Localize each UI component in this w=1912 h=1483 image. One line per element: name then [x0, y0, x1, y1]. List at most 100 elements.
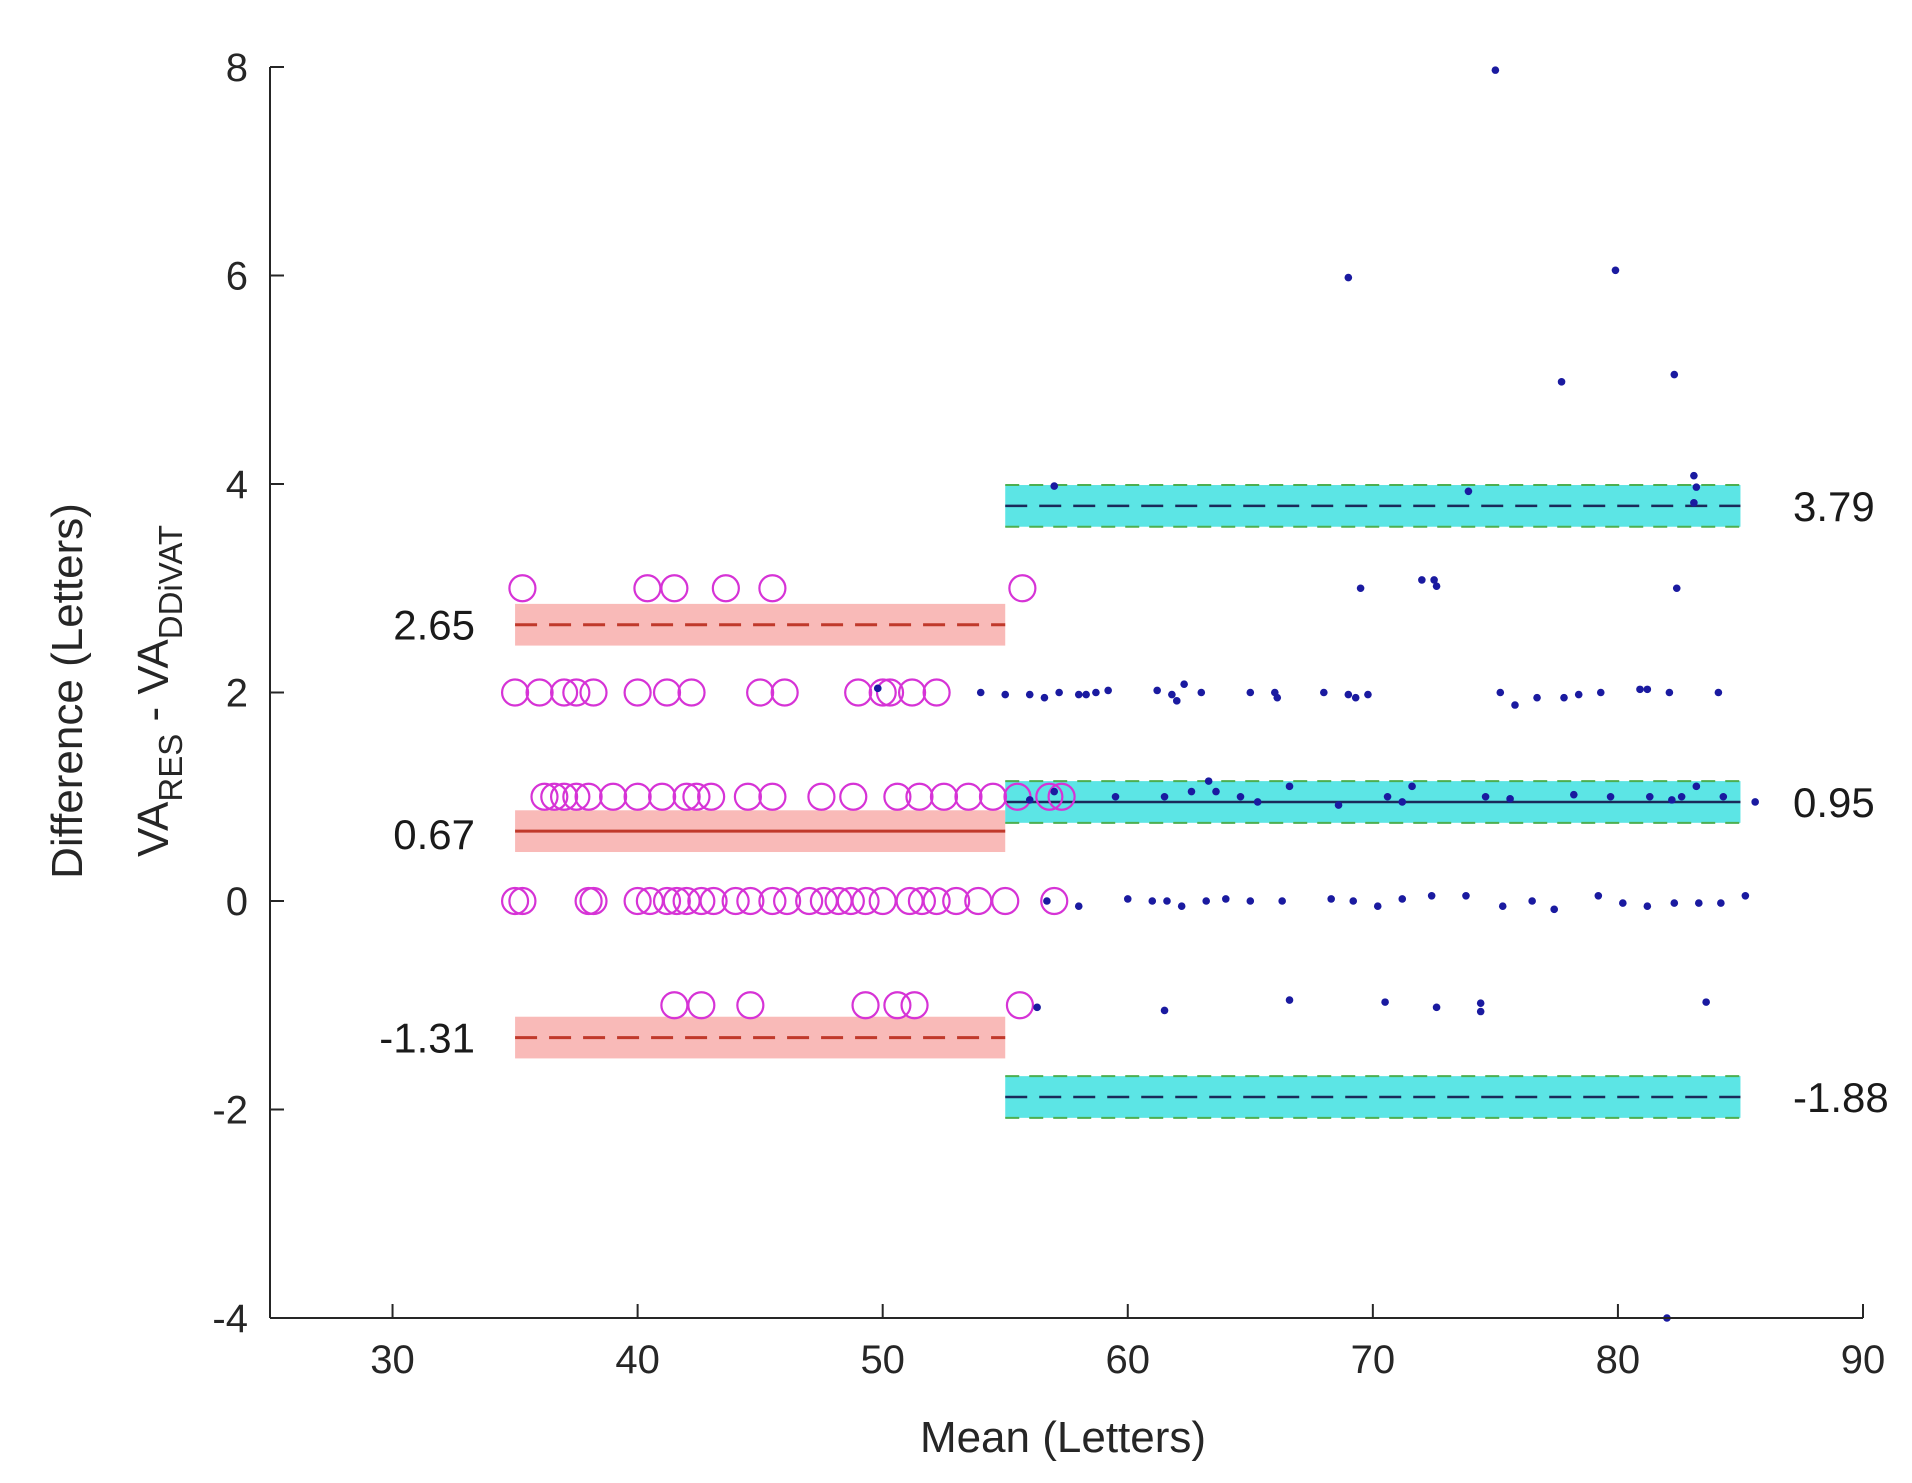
- high-group-point: [1351, 693, 1360, 702]
- high-mean-value-label: 0.95: [1793, 779, 1875, 826]
- high-group-point: [1334, 801, 1343, 809]
- high-group-point: [1148, 897, 1157, 905]
- high-group-point: [1481, 792, 1490, 801]
- low-group-point: [773, 886, 802, 916]
- low-group-point: [807, 782, 836, 811]
- high-group-point: [1197, 688, 1206, 697]
- y-tick-label: 0: [226, 880, 248, 924]
- high-group-point: [1557, 378, 1566, 386]
- y-tick-label: -4: [212, 1297, 248, 1341]
- low-group-point: [721, 886, 750, 916]
- low-group-point: [1047, 782, 1076, 811]
- high-group-point: [1496, 688, 1505, 697]
- low-group-point: [697, 782, 726, 811]
- labels-layer: 2.65 0.67 -1.31 3.79 0.95 -1.88: [379, 483, 1888, 1121]
- low-group-point: [711, 574, 740, 603]
- high-group-point: [1636, 685, 1644, 694]
- high-group-point: [1153, 686, 1161, 695]
- high-group-point: [1606, 792, 1615, 801]
- high-group-point: [1364, 690, 1372, 699]
- y-title-sub-res: RES: [152, 734, 189, 802]
- high-group-point: [1163, 897, 1171, 905]
- low-group-point: [770, 678, 799, 707]
- high-group-point: [1751, 798, 1759, 806]
- y-axis-title-text: Difference (Letters): [43, 503, 92, 879]
- low-group-point: [883, 782, 912, 811]
- low-group-point: [549, 782, 579, 811]
- high-group-point: [1327, 895, 1335, 903]
- low-group-point: [733, 782, 763, 811]
- low-group-point: [900, 991, 929, 1020]
- low-group-point: [839, 782, 868, 811]
- low-group-point: [736, 991, 765, 1020]
- low-group-point: [922, 678, 951, 707]
- high-group-point: [1398, 798, 1407, 806]
- low-group-point: [1005, 991, 1035, 1020]
- high-group-point: [1025, 690, 1034, 699]
- x-tick-label: 50: [860, 1338, 905, 1382]
- high-group-point: [1104, 686, 1112, 695]
- low-group-point: [687, 886, 716, 916]
- low-group-point: [699, 886, 728, 916]
- high-group-point: [1050, 787, 1059, 796]
- high-group-point: [1082, 690, 1090, 699]
- high-group-point: [1349, 897, 1358, 905]
- high-group-point: [1055, 688, 1063, 697]
- high-group-point: [1202, 897, 1210, 905]
- y-title-mid: - VA: [129, 639, 178, 734]
- high-group-point: [1491, 66, 1500, 74]
- high-group-point: [1594, 891, 1603, 900]
- low-group-point: [549, 678, 579, 707]
- low-group-point: [868, 678, 897, 707]
- high-group-point: [976, 688, 985, 697]
- low-mean-value-label: 0.67: [393, 811, 475, 858]
- high-group-point: [1111, 792, 1120, 801]
- high-group-point: [1741, 891, 1750, 900]
- high-group-point: [1668, 796, 1676, 804]
- high-group-point: [1677, 792, 1686, 801]
- low-group-point: [991, 886, 1020, 916]
- high-group-point: [1408, 782, 1416, 791]
- high-group-point: [1560, 693, 1568, 702]
- low-group-point: [898, 678, 927, 707]
- low-group-point: [758, 886, 787, 916]
- low-group-point: [599, 782, 628, 811]
- y-tick-label: 6: [226, 255, 248, 299]
- high-group-point: [1001, 690, 1010, 699]
- y-tick-label: 2: [226, 672, 248, 716]
- y-title-va-a: VA: [129, 801, 178, 857]
- low-group-point: [1008, 574, 1037, 603]
- low-group-point: [942, 886, 971, 916]
- low-group-point: [978, 782, 1008, 811]
- high-group-point: [1050, 482, 1059, 490]
- y-axis-title-line1: Difference (Letters): [43, 503, 92, 879]
- low-group-point: [736, 886, 765, 916]
- low-group-point: [929, 782, 959, 811]
- bands-layer: [515, 484, 1741, 1119]
- high-group-point: [1033, 1003, 1041, 1012]
- x-tick-label: 90: [1841, 1338, 1886, 1382]
- high-group-point: [1719, 792, 1728, 801]
- low-group-point: [574, 782, 603, 811]
- high-group-point: [873, 684, 882, 693]
- high-group-point: [1246, 897, 1255, 905]
- high-group-point: [1570, 790, 1578, 799]
- high-group-point: [1690, 471, 1698, 480]
- low-upper-value-label: 2.65: [393, 602, 475, 649]
- low-group-point: [1035, 782, 1064, 811]
- low-group-point: [662, 886, 691, 916]
- low-group-point: [652, 886, 682, 916]
- low-group-point: [758, 574, 787, 603]
- high-group-point: [1672, 584, 1681, 593]
- high-group-point: [1383, 792, 1392, 801]
- low-group-point: [508, 574, 537, 603]
- high-upper-value-label: 3.79: [1793, 483, 1875, 530]
- low-group-point: [851, 886, 880, 916]
- high-group-point: [1278, 897, 1286, 905]
- high-group-point: [1222, 895, 1230, 903]
- low-group-point: [508, 886, 537, 916]
- low-group-point: [633, 574, 662, 603]
- low-group-point: [623, 782, 652, 811]
- high-group-point: [1418, 576, 1426, 584]
